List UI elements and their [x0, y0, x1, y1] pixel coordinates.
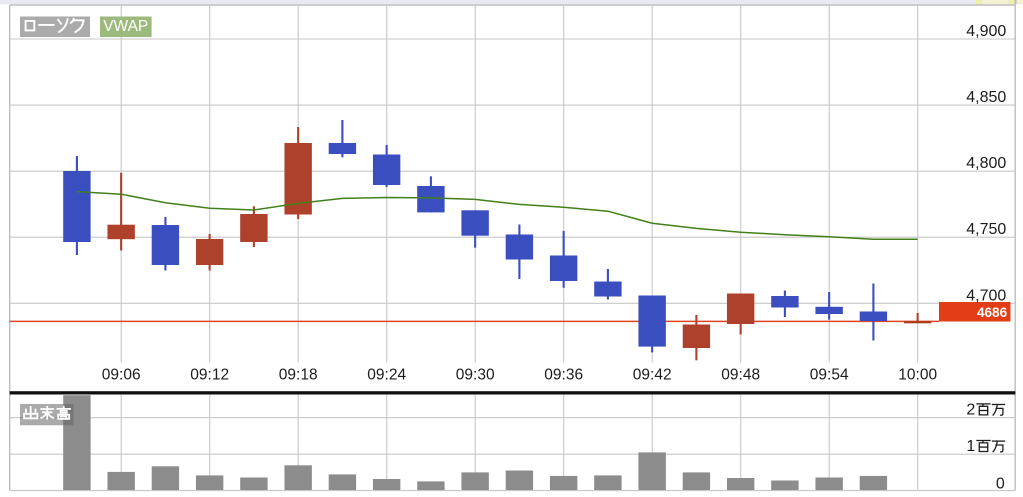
svg-text:09:48: 09:48: [721, 366, 760, 383]
svg-text:09:30: 09:30: [456, 366, 495, 383]
svg-text:10:00: 10:00: [898, 366, 937, 383]
svg-text:2: 2: [966, 402, 975, 419]
svg-text:09:06: 09:06: [102, 366, 141, 383]
svg-text:4,800: 4,800: [966, 155, 1006, 172]
svg-text:0: 0: [996, 476, 1005, 493]
svg-text:4,850: 4,850: [966, 89, 1006, 106]
svg-text:VWAP: VWAP: [103, 18, 148, 35]
svg-text:09:12: 09:12: [190, 366, 229, 383]
svg-text:09:54: 09:54: [810, 366, 849, 383]
svg-text:1: 1: [966, 438, 975, 455]
svg-text:4,750: 4,750: [966, 221, 1006, 238]
svg-text:09:42: 09:42: [633, 366, 672, 383]
svg-text:4686: 4686: [977, 305, 1008, 320]
svg-text:09:24: 09:24: [367, 366, 406, 383]
svg-text:09:18: 09:18: [279, 366, 318, 383]
svg-text:4,700: 4,700: [966, 287, 1006, 304]
svg-text:09:36: 09:36: [544, 366, 583, 383]
svg-text:4,900: 4,900: [966, 23, 1006, 40]
